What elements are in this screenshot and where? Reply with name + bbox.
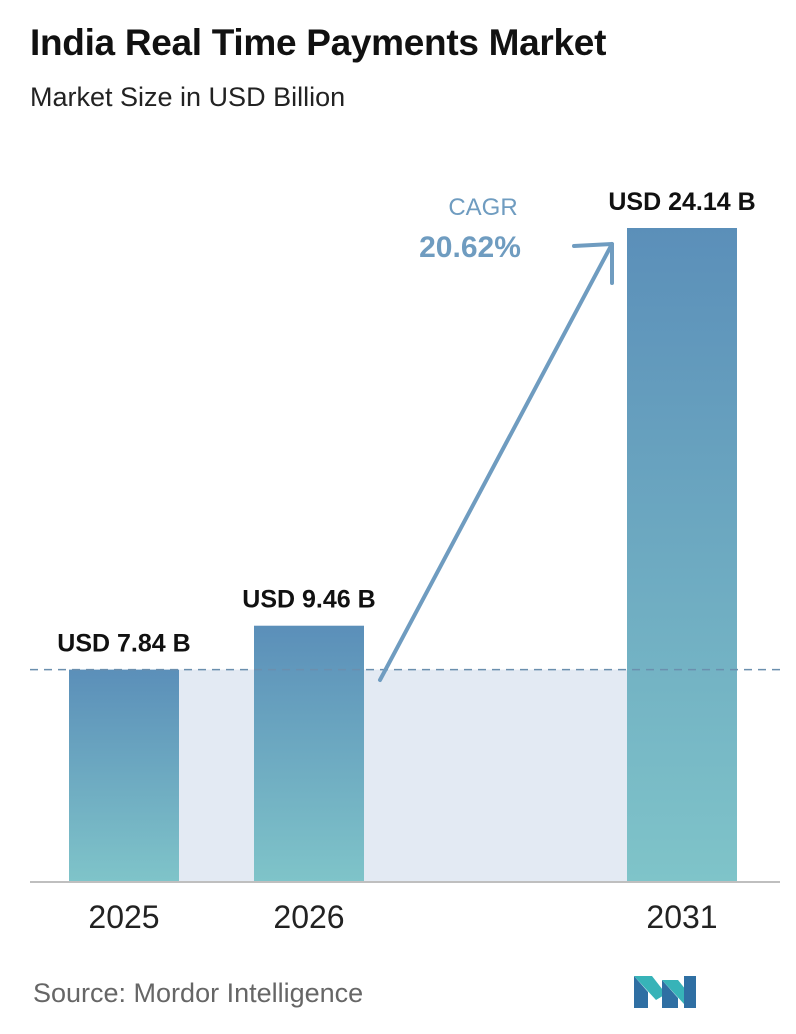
category-label-2026: 2026 bbox=[273, 899, 344, 935]
cagr-value: 20.62% bbox=[419, 231, 521, 264]
source-text: Source: Mordor Intelligence bbox=[33, 978, 364, 1008]
value-label-2026: USD 9.46 B bbox=[242, 586, 375, 614]
cagr-arrow-head bbox=[572, 242, 614, 285]
baseline-band bbox=[179, 669, 254, 882]
baseline-band bbox=[364, 669, 627, 882]
bar-2026 bbox=[254, 625, 364, 882]
category-label-2025: 2025 bbox=[88, 899, 159, 935]
value-label-2031: USD 24.14 B bbox=[608, 188, 755, 216]
category-label-2031: 2031 bbox=[646, 899, 717, 935]
chart-title: India Real Time Payments Market bbox=[30, 22, 607, 63]
cagr-arrow-shaft bbox=[378, 242, 614, 682]
mordor-intelligence-logo-icon bbox=[634, 976, 696, 1008]
chart-subtitle: Market Size in USD Billion bbox=[30, 82, 346, 112]
value-label-2025: USD 7.84 B bbox=[57, 630, 190, 658]
cagr-label: CAGR bbox=[448, 194, 517, 221]
bar-2025 bbox=[69, 669, 179, 882]
bar-2031 bbox=[627, 228, 737, 882]
